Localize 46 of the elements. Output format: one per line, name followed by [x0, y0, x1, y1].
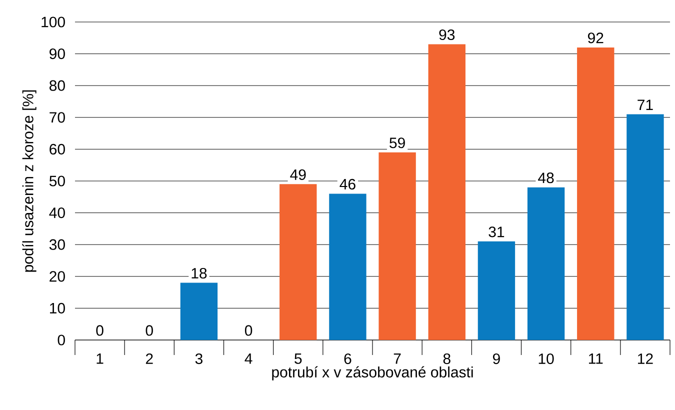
y-tick-label: 50 [49, 176, 65, 186]
bar [280, 184, 317, 340]
y-tick-label: 60 [50, 144, 65, 154]
x-tick-label: 7 [394, 353, 401, 364]
bar [180, 282, 218, 340]
x-tick-label: 8 [443, 353, 450, 364]
y-tick-label: 20 [50, 271, 65, 282]
x-tick-label: 5 [294, 353, 302, 364]
data-label: 71 [638, 100, 653, 110]
data-label: 18 [192, 268, 207, 279]
data-label: 0 [244, 325, 252, 336]
data-label: 49 [290, 169, 306, 180]
x-tick-label: 12 [638, 353, 653, 364]
x-tick-label: 4 [244, 353, 252, 364]
y-tick-label: 0 [58, 334, 65, 346]
x-tick-label: 10 [538, 353, 554, 364]
x-axis-title: potrubí x v zásobované oblasti [272, 366, 473, 380]
bar [577, 47, 614, 340]
x-tick-label: 1 [96, 353, 104, 364]
x-tick-label: 6 [344, 353, 352, 364]
data-label: 93 [439, 29, 455, 40]
y-tick-label: 90 [50, 48, 65, 60]
data-label: 31 [488, 226, 504, 238]
y-tick-label: 30 [49, 239, 65, 250]
data-label: 59 [390, 138, 405, 148]
y-tick-label: 40 [49, 207, 65, 218]
y-tick-label: 100 [42, 16, 65, 28]
data-label: 92 [588, 32, 604, 44]
data-label: 0 [146, 325, 153, 336]
y-tick-label: 80 [50, 80, 65, 91]
bar [527, 187, 565, 340]
y-tick-label: 70 [50, 112, 65, 123]
x-tick-label: 2 [146, 353, 153, 364]
data-label: 46 [340, 178, 356, 190]
y-axis-title: podíl usazenin z koroze [%] [22, 90, 36, 272]
bar [626, 114, 664, 340]
bar [378, 152, 416, 340]
data-label: 48 [538, 172, 554, 184]
bar [478, 241, 516, 340]
bar [329, 194, 366, 340]
x-tick-label: 3 [195, 353, 202, 364]
y-tick-label: 10 [50, 302, 65, 314]
x-tick-label: 9 [492, 353, 500, 364]
bar [428, 44, 466, 340]
x-tick-label: 11 [588, 353, 603, 364]
data-label: 0 [96, 325, 104, 336]
